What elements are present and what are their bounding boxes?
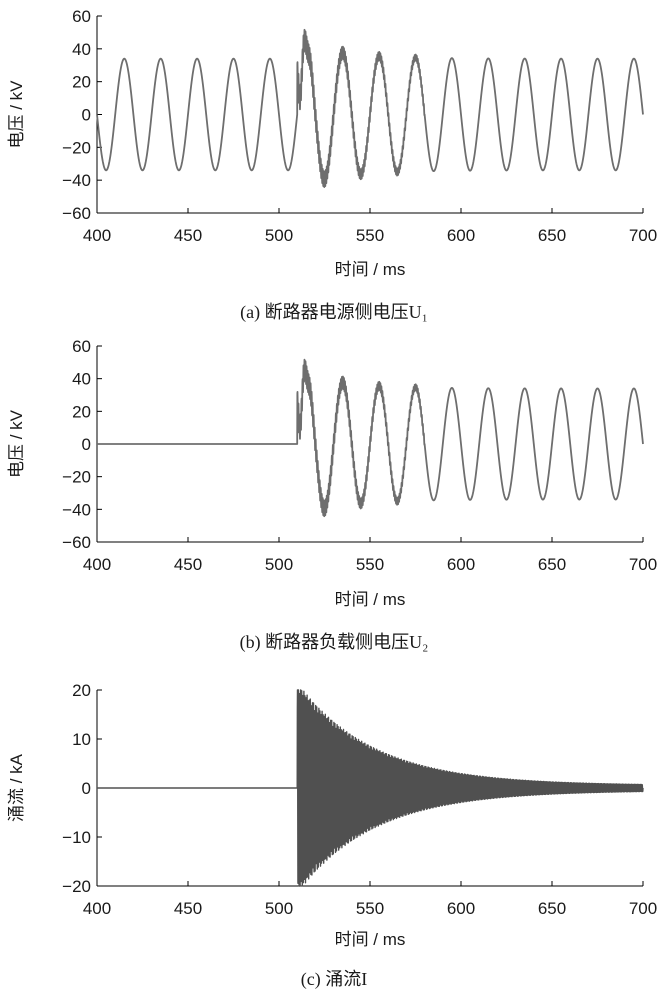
- x-tick-label: 450: [174, 899, 202, 918]
- y-tick-label: 10: [72, 730, 91, 749]
- chart-panel-1: 60 40 20 0 −20 −40 −60 400 450 500 550 600 650 700 时间 …: [7, 7, 657, 323]
- panel-caption: (c) 涌流I: [301, 969, 367, 990]
- x-axis-label: 时间 / ms: [335, 590, 406, 609]
- panel-caption: (b) 断路器负载侧电压U₂: [240, 632, 429, 653]
- chart-panel-3: 20 10 0 −10 −20 400 450 500 550 600 650 700 时间 / ms 涌…: [7, 681, 657, 990]
- x-tick-label: 650: [538, 555, 566, 574]
- x-tick-label: 500: [265, 555, 293, 574]
- y-tick-label: −20: [62, 468, 91, 487]
- x-tick-label: 550: [356, 555, 384, 574]
- x-tick-label: 450: [174, 226, 202, 245]
- series-line-2: [96, 358, 644, 518]
- x-tick-label: 600: [447, 226, 475, 245]
- x-tick-label: 500: [265, 899, 293, 918]
- x-tick-label: 400: [83, 226, 111, 245]
- x-axis-label: 时间 / ms: [335, 930, 406, 949]
- y-tick-label: 60: [72, 337, 91, 356]
- y-tick-label: −10: [62, 828, 91, 847]
- x-tick-label: 650: [538, 226, 566, 245]
- y-tick-label: 0: [82, 106, 91, 125]
- x-axis-label: 时间 / ms: [335, 260, 406, 279]
- y-tick-label: 40: [72, 370, 91, 389]
- y-tick-label: −60: [62, 533, 91, 552]
- x-tick-label: 400: [83, 899, 111, 918]
- y-tick-label: −40: [62, 500, 91, 519]
- x-tick-label: 600: [447, 555, 475, 574]
- y-tick-label: 0: [82, 435, 91, 454]
- y-axis-label: 涌流 / kA: [7, 753, 26, 822]
- x-tick-label: 700: [629, 899, 657, 918]
- y-tick-label: −40: [62, 171, 91, 190]
- x-tick-label: 400: [83, 555, 111, 574]
- x-tick-label: 600: [447, 899, 475, 918]
- y-axis-label: 电压 / kV: [7, 80, 26, 149]
- y-tick-label: −60: [62, 204, 91, 223]
- x-tick-label: 700: [629, 555, 657, 574]
- y-tick-label: 20: [72, 681, 91, 700]
- y-axis-label: 电压 / kV: [7, 409, 26, 478]
- y-tick-label: 0: [82, 779, 91, 798]
- x-tick-label: 550: [356, 899, 384, 918]
- y-tick-label: −20: [62, 877, 91, 896]
- y-tick-label: 40: [72, 40, 91, 59]
- y-tick-label: 60: [72, 7, 91, 26]
- y-tick-label: 20: [72, 402, 91, 421]
- y-tick-label: −20: [62, 138, 91, 157]
- series-line-3: [96, 689, 644, 887]
- panel-caption: (a) 断路器电源侧电压U₁: [240, 302, 428, 323]
- x-tick-label: 700: [629, 226, 657, 245]
- x-tick-label: 650: [538, 899, 566, 918]
- x-tick-label: 450: [174, 555, 202, 574]
- x-tick-label: 500: [265, 226, 293, 245]
- x-tick-label: 550: [356, 226, 384, 245]
- y-tick-label: 20: [72, 73, 91, 92]
- series-line-1: [96, 28, 644, 189]
- chart-panel-2: 60 40 20 0 −20 −40 −60 400 450 500 550 600 650 700 时间 …: [7, 337, 657, 653]
